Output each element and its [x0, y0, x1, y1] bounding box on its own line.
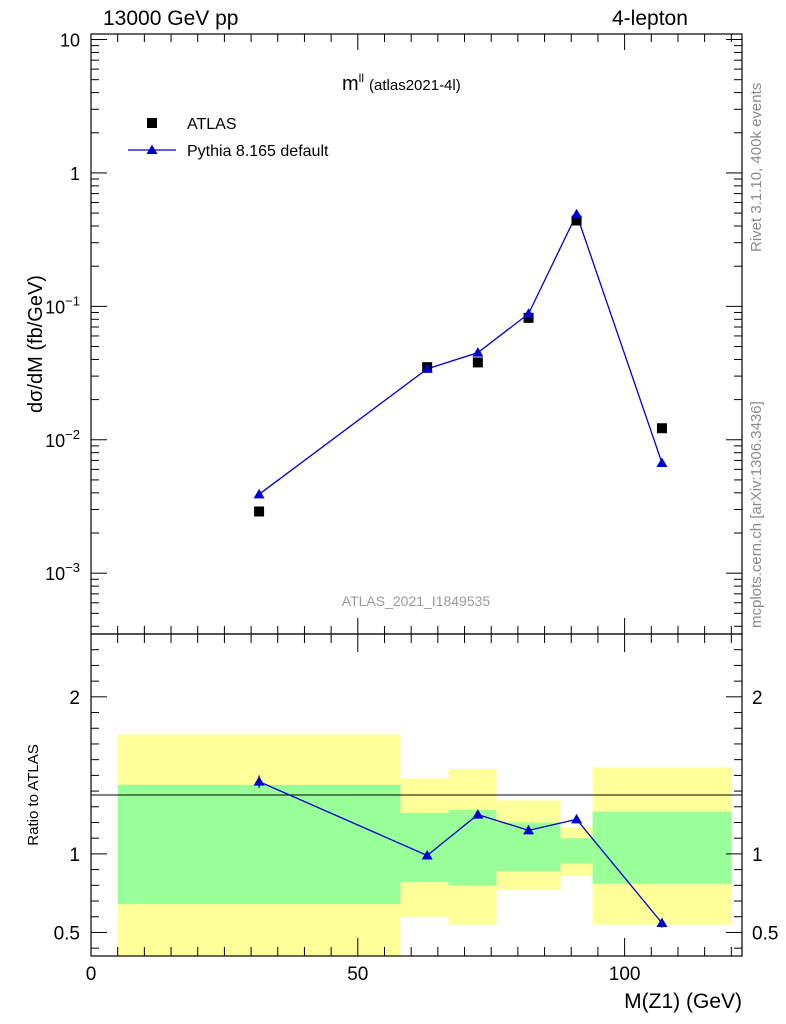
- ratio-y-tick-label-left: 0.5: [54, 923, 80, 944]
- tick-exponent: −2: [65, 427, 80, 442]
- ratio-y-tick-label-left: 1: [69, 845, 80, 866]
- legend-atlas-marker: [147, 118, 157, 128]
- main-series-layer: [253, 208, 668, 517]
- main-y-tick-label: 1: [70, 164, 80, 184]
- band-inner: [592, 811, 732, 884]
- main-y-tick-label: 10−2: [45, 427, 80, 451]
- atlas-point: [656, 423, 667, 434]
- band-inner: [448, 809, 497, 886]
- ratio-y-tick-label-right: 0.5: [752, 923, 778, 944]
- ratio-series-layer: [253, 775, 668, 928]
- band-inner: [560, 838, 593, 864]
- ratio-pythia-point: [472, 809, 484, 819]
- pythia-line: [258, 212, 663, 495]
- x-tick-label: 100: [609, 964, 641, 985]
- atlas-point: [472, 357, 483, 368]
- x-tick-label: 0: [86, 964, 97, 985]
- ratio-pythia-point: [571, 813, 583, 824]
- main-plot-title: mll (atlas2021-4l): [342, 71, 461, 95]
- pythia-point: [523, 308, 535, 318]
- ratio-pythia-point: [421, 849, 433, 860]
- ratio-y-axis-title: Ratio to ATLAS: [25, 744, 42, 845]
- pythia-point: [656, 457, 668, 467]
- ratio-pythia-line: [258, 781, 663, 924]
- ratio-tick-labels: 2 2 1 1 0.5 0.5 0 50 100: [54, 688, 779, 985]
- main-y-tick-label: 10−1: [45, 293, 80, 317]
- pythia-point: [253, 488, 265, 499]
- tick-base: 10: [45, 564, 65, 584]
- pythia-point: [472, 347, 484, 357]
- header-process-label: 13000 GeV pp: [103, 7, 239, 30]
- atlas-point: [571, 215, 582, 226]
- header-channel-label: 4-lepton: [612, 7, 688, 30]
- ratio-pythia-point: [656, 917, 668, 928]
- tick-base: 10: [45, 431, 65, 451]
- title-superscript: ll: [359, 71, 364, 85]
- legend-pythia-marker: [146, 144, 158, 154]
- ratio-axis-ticks: [90, 634, 742, 956]
- atlas-point: [523, 312, 534, 323]
- ratio-plot: 2 2 1 1 0.5 0.5 0 50 100: [54, 633, 779, 985]
- tick-base: 10: [45, 297, 65, 317]
- band-inner: [117, 784, 401, 905]
- ratio-uncertainty-bands: [117, 734, 732, 956]
- ratio-y-tick-label-right: 2: [752, 688, 763, 709]
- tick-exponent: −3: [65, 560, 80, 575]
- analysis-watermark: ATLAS_2021_I1849535: [342, 593, 491, 609]
- main-y-tick-label: 10−3: [45, 560, 80, 584]
- main-y-tick-label: 10: [60, 31, 80, 51]
- atlas-point: [254, 506, 265, 517]
- legend: ATLAS Pythia 8.165 default: [128, 116, 329, 160]
- legend-atlas-label: ATLAS: [187, 116, 237, 133]
- ratio-y-tick-label-left: 2: [69, 688, 80, 709]
- ratio-pythia-point: [253, 776, 265, 786]
- tick-exponent: −1: [65, 293, 80, 308]
- title-suffix: (atlas2021-4l): [369, 77, 461, 94]
- pythia-point: [571, 208, 583, 219]
- main-axis-ticks: [90, 34, 742, 634]
- ratio-pythia-point: [523, 824, 535, 835]
- main-y-axis-title: dσ/dM (fb/GeV): [25, 275, 47, 413]
- legend-pythia-label: Pythia 8.165 default: [187, 143, 329, 160]
- ratio-y-tick-label-right: 1: [752, 845, 763, 866]
- ratio-plot-frame: [90, 633, 743, 957]
- tick-base: 10: [60, 31, 80, 51]
- x-tick-label: 50: [347, 964, 368, 985]
- title-main-symbol: m: [342, 73, 359, 95]
- pythia-point: [421, 363, 433, 373]
- x-axis-title: M(Z1) (GeV): [624, 990, 742, 1013]
- tick-base: 1: [70, 164, 80, 184]
